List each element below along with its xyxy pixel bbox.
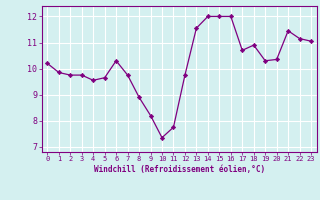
X-axis label: Windchill (Refroidissement éolien,°C): Windchill (Refroidissement éolien,°C) xyxy=(94,165,265,174)
